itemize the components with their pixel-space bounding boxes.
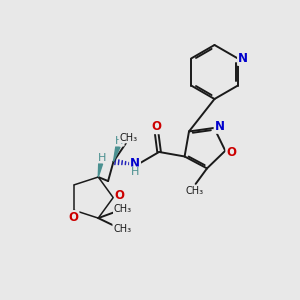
Polygon shape [98, 163, 103, 177]
Text: H: H [131, 167, 139, 177]
Text: CH₃: CH₃ [113, 224, 131, 234]
Text: N: N [130, 158, 140, 170]
Text: N: N [238, 52, 248, 65]
Text: H: H [115, 136, 124, 146]
Text: O: O [115, 189, 125, 202]
Text: CH₃: CH₃ [114, 204, 132, 214]
Text: CH₃: CH₃ [185, 186, 203, 196]
Polygon shape [113, 146, 120, 162]
Text: H: H [98, 152, 106, 163]
Text: O: O [152, 120, 162, 133]
Text: O: O [68, 211, 79, 224]
Text: O: O [226, 146, 236, 159]
Text: CH₃: CH₃ [119, 133, 137, 142]
Text: N: N [214, 120, 224, 133]
